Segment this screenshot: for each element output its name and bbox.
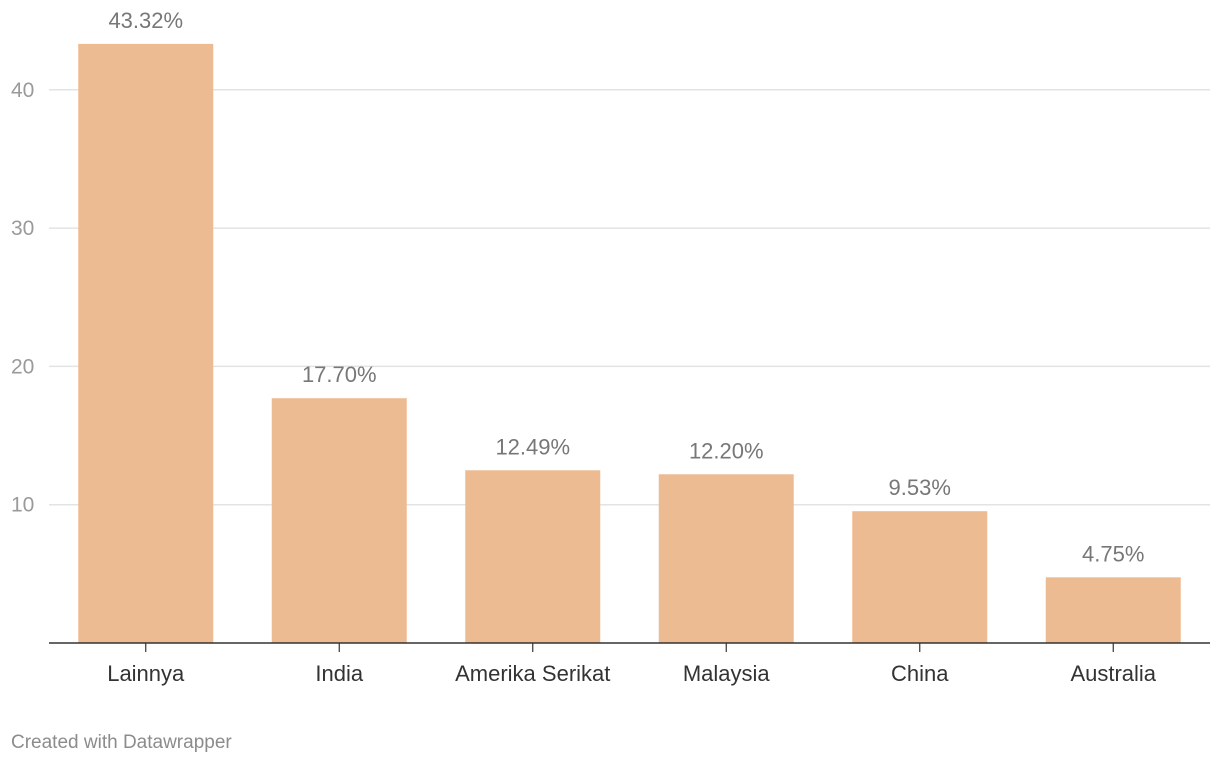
bar-china — [852, 511, 988, 643]
data-label: 17.70% — [302, 362, 377, 387]
y-tick-label: 30 — [11, 217, 34, 240]
y-tick-label: 20 — [11, 355, 34, 378]
x-tick-label: Amerika Serikat — [455, 661, 610, 686]
data-label: 43.32% — [108, 8, 183, 33]
data-label: 12.49% — [495, 434, 570, 459]
bar-malaysia — [658, 474, 794, 643]
x-tick-label: Malaysia — [683, 661, 771, 686]
bar-lainnya — [78, 43, 214, 643]
data-label: 9.53% — [889, 475, 951, 500]
x-tick-label: India — [315, 661, 363, 686]
x-tick-label: Australia — [1070, 661, 1156, 686]
credit-text: Created with Datawrapper — [11, 732, 232, 753]
bar-amerika-serikat — [465, 470, 601, 643]
bars — [78, 43, 1181, 643]
gridlines — [49, 89, 1210, 506]
x-tick-label: China — [891, 661, 949, 686]
x-axis: Lainnya India Amerika Serikat Malaysia China… — [107, 643, 1157, 686]
x-tick-label: Lainnya — [107, 661, 185, 686]
data-label: 12.20% — [689, 438, 764, 463]
bar-india — [271, 398, 407, 643]
bar-australia — [1045, 577, 1181, 643]
y-tick-label: 40 — [11, 79, 34, 102]
y-axis-tick-labels: 10 20 30 40 — [11, 79, 34, 517]
data-labels: 43.32% 17.70% 12.49% 12.20% 9.53% 4.75% — [108, 8, 1144, 566]
y-tick-label: 10 — [11, 494, 34, 517]
data-label: 4.75% — [1082, 541, 1144, 566]
